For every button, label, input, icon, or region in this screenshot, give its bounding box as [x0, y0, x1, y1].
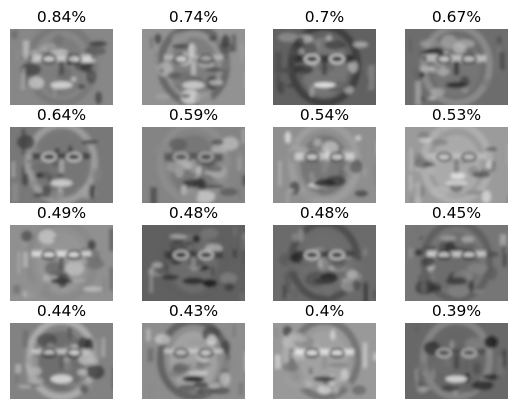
panel-title: 0.49%	[36, 204, 87, 222]
panel-7: 0.54%	[273, 104, 376, 204]
eigenface-image	[142, 225, 245, 301]
eigenface-image	[405, 29, 508, 105]
panel-title: 0.53%	[431, 106, 482, 124]
panel-2: 0.74%	[142, 6, 245, 106]
eigenface-image	[405, 127, 508, 203]
eigenface-image	[273, 127, 376, 203]
panel-1: 0.84%	[10, 6, 113, 106]
eigenface-image	[273, 323, 376, 399]
panel-title: 0.84%	[36, 8, 87, 26]
panel-9: 0.49%	[10, 202, 113, 302]
panel-title: 0.64%	[36, 106, 87, 124]
panel-title: 0.74%	[168, 8, 219, 26]
panel-title: 0.59%	[168, 106, 219, 124]
panel-4: 0.67%	[405, 6, 508, 106]
panel-8: 0.53%	[405, 104, 508, 204]
panel-title: 0.45%	[431, 204, 482, 222]
panel-title: 0.7%	[304, 8, 345, 26]
panel-5: 0.64%	[10, 104, 113, 204]
eigenface-image	[10, 225, 113, 301]
panel-14: 0.43%	[142, 300, 245, 400]
panel-title: 0.67%	[431, 8, 482, 26]
panel-title: 0.39%	[431, 302, 482, 320]
panel-3: 0.7%	[273, 6, 376, 106]
eigenface-image	[10, 29, 113, 105]
eigenface-image	[405, 225, 508, 301]
panel-10: 0.48%	[142, 202, 245, 302]
panel-15: 0.4%	[273, 300, 376, 400]
panel-title: 0.48%	[168, 204, 219, 222]
eigenface-image	[142, 323, 245, 399]
panel-title: 0.43%	[168, 302, 219, 320]
eigenface-image	[142, 29, 245, 105]
eigenface-image	[10, 127, 113, 203]
panel-title: 0.44%	[36, 302, 87, 320]
panel-title: 0.48%	[299, 204, 350, 222]
eigenface-image	[273, 29, 376, 105]
eigenface-image	[405, 323, 508, 399]
panel-12: 0.45%	[405, 202, 508, 302]
eigenface-image	[10, 323, 113, 399]
eigenface-image	[273, 225, 376, 301]
panel-13: 0.44%	[10, 300, 113, 400]
panel-11: 0.48%	[273, 202, 376, 302]
panel-title: 0.54%	[299, 106, 350, 124]
panel-6: 0.59%	[142, 104, 245, 204]
panel-title: 0.4%	[304, 302, 345, 320]
eigenface-image	[142, 127, 245, 203]
panel-16: 0.39%	[405, 300, 508, 400]
